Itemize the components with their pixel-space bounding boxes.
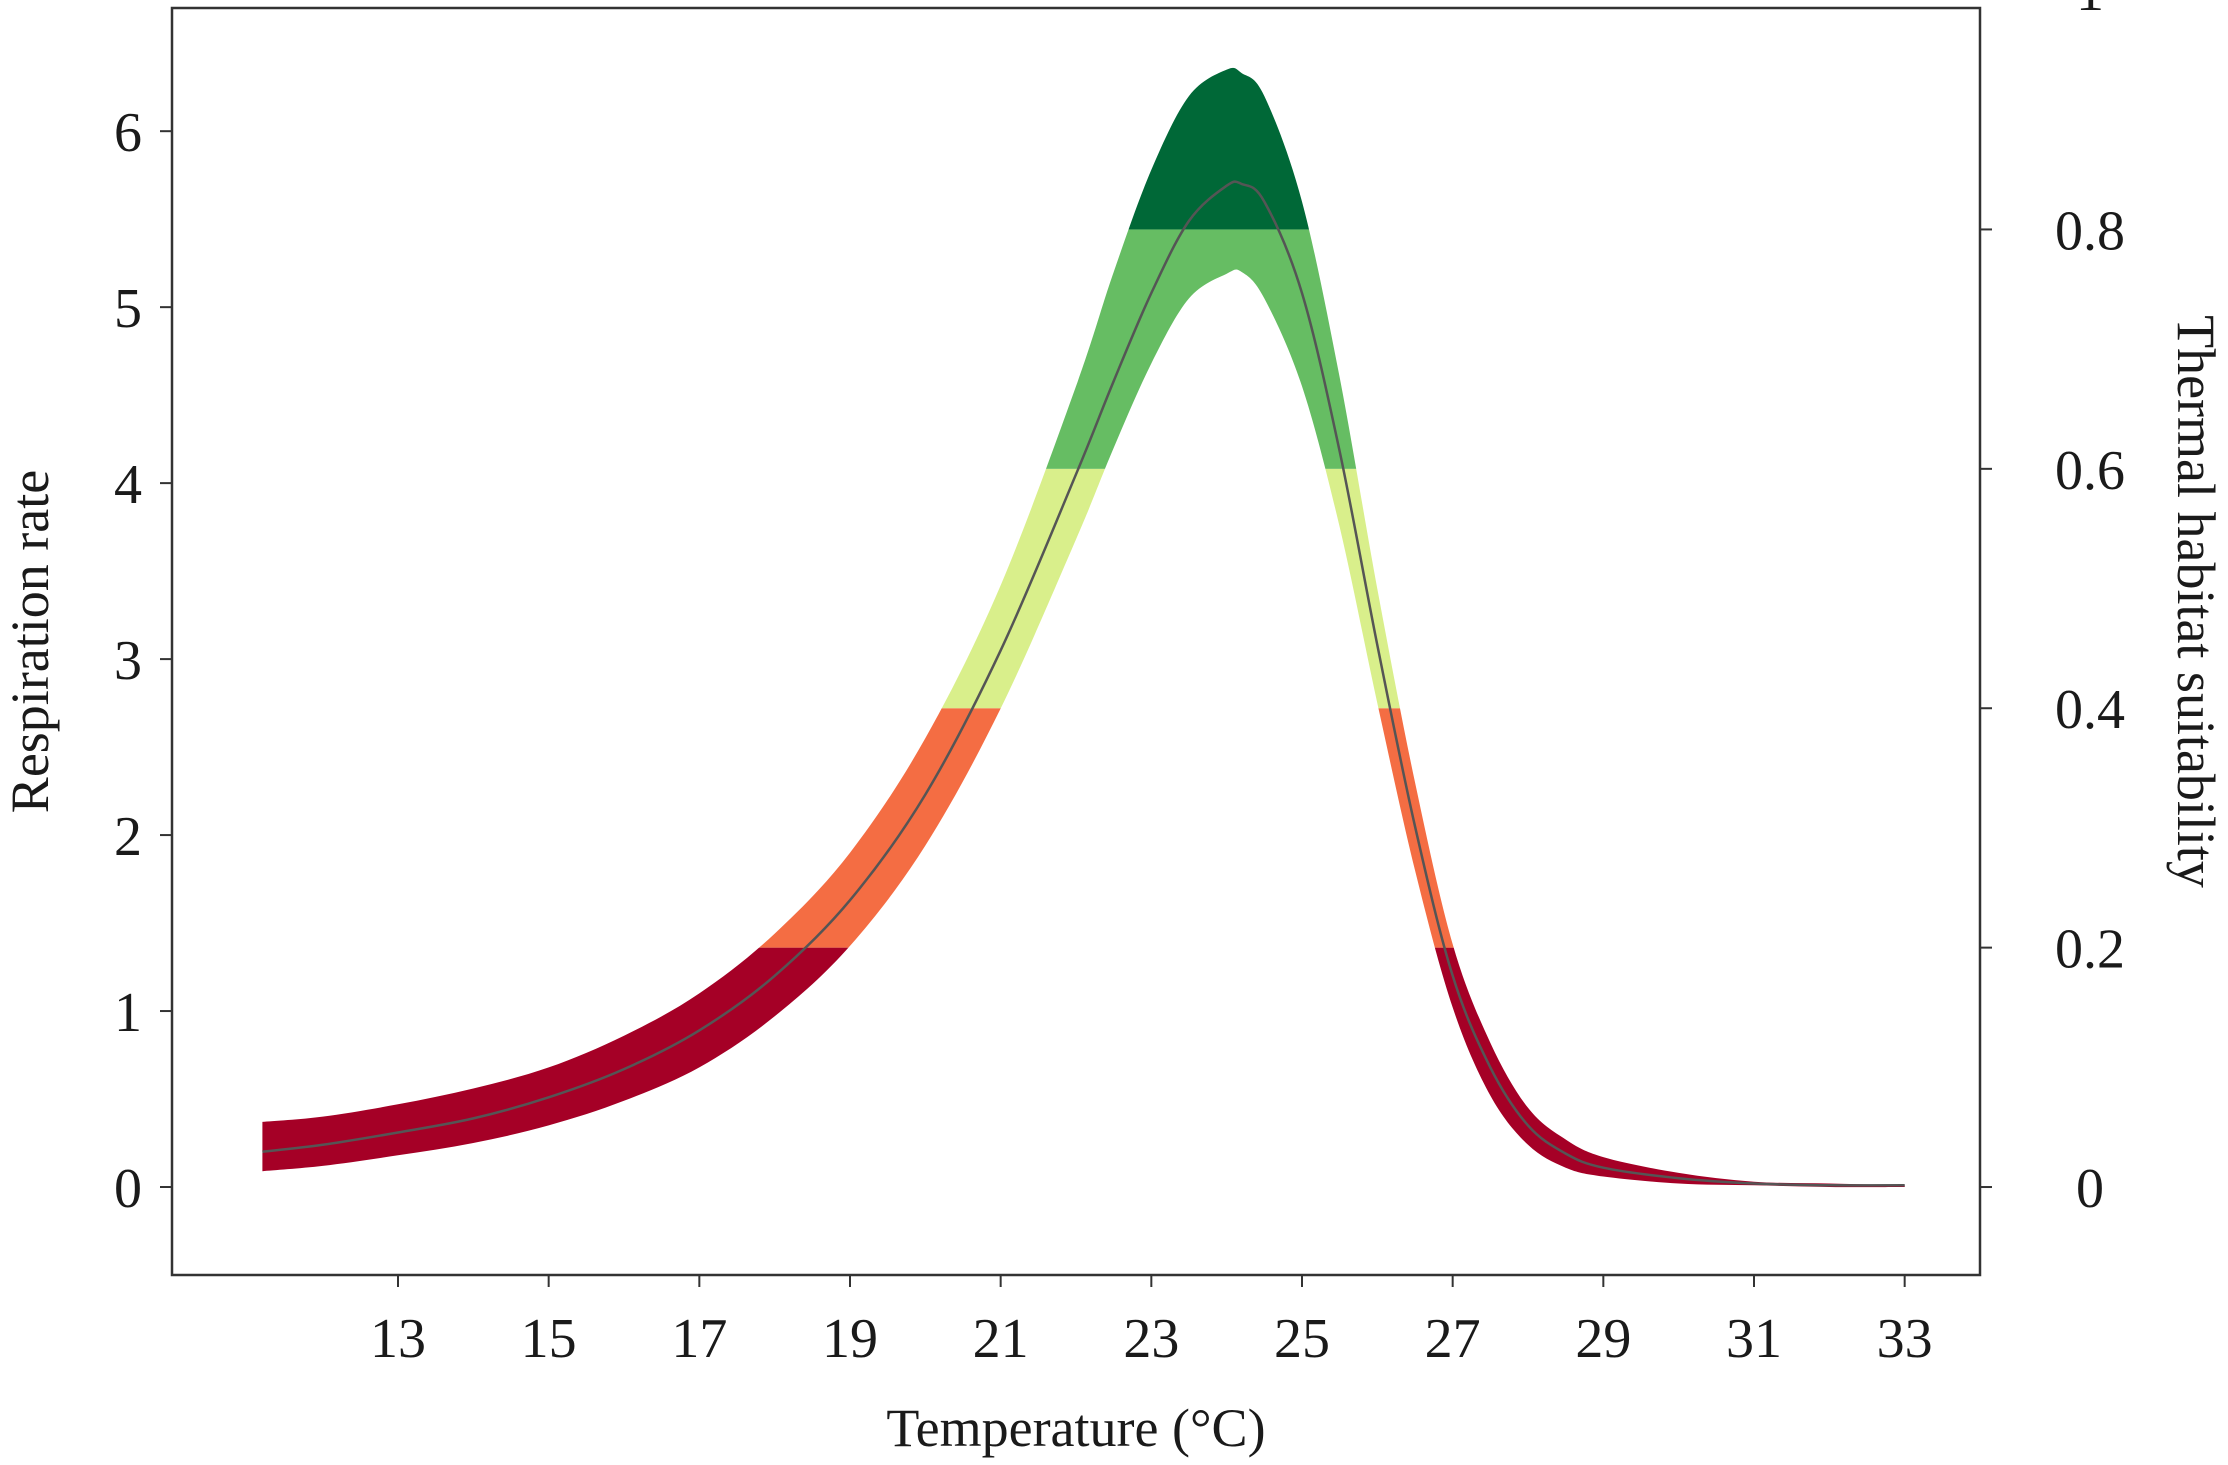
x-tick-label: 29: [1575, 1308, 1631, 1370]
x-tick-label: 27: [1425, 1308, 1481, 1370]
y-right-tick-label: 0: [2076, 1158, 2104, 1220]
suitability-band-3: [262, 229, 1905, 469]
plot-frame: [170, 6, 1982, 1277]
x-tick-label: 15: [521, 1308, 577, 1370]
y-left-tick-label: 1: [114, 982, 142, 1044]
y-axis-left: 0 1 2 3 4 5 6: [114, 102, 172, 1220]
y-axis-left-title: Respiration rate: [0, 470, 60, 813]
x-tick-label: 25: [1274, 1308, 1330, 1370]
y-left-tick-label: 3: [114, 630, 142, 692]
x-tick-label: 17: [671, 1308, 727, 1370]
x-tick-label: 13: [370, 1308, 426, 1370]
y-right-tick-label: 0.8: [2055, 200, 2125, 262]
suitability-band-2: [262, 468, 1905, 709]
y-left-tick-label: 0: [114, 1158, 142, 1220]
y-right-tick-label: 0.6: [2055, 440, 2125, 502]
y-axis-right: 0 0.2 0.4 0.6 0.8 1: [1980, 0, 2125, 1220]
y-left-tick-label: 6: [114, 102, 142, 164]
y-left-tick-label: 5: [114, 278, 142, 340]
suitability-band-4: [262, 67, 1905, 230]
suitability-band-1: [262, 708, 1905, 948]
x-tick-label: 33: [1877, 1308, 1933, 1370]
suitability-band-0: [262, 947, 1905, 1188]
y-right-tick-label: 0.2: [2055, 919, 2125, 981]
x-tick-label: 23: [1123, 1308, 1179, 1370]
y-left-tick-label: 2: [114, 806, 142, 868]
x-tick-label: 31: [1726, 1308, 1782, 1370]
y-right-tick-label: 1: [2076, 0, 2104, 23]
respiration-mean-line: [262, 180, 1905, 1187]
x-axis: 13 15 17 19 21 23 25 27 29 31 33: [370, 1275, 1933, 1370]
x-tick-label: 21: [973, 1308, 1029, 1370]
y-axis-right-title: Thermal habitat suitability: [2166, 315, 2226, 888]
y-left-tick-label: 4: [114, 454, 142, 516]
y-right-tick-label: 0.4: [2055, 679, 2125, 741]
suitability-bands: [262, 67, 1905, 1188]
x-tick-label: 19: [822, 1308, 878, 1370]
x-axis-title: Temperature (°C): [886, 1398, 1265, 1458]
